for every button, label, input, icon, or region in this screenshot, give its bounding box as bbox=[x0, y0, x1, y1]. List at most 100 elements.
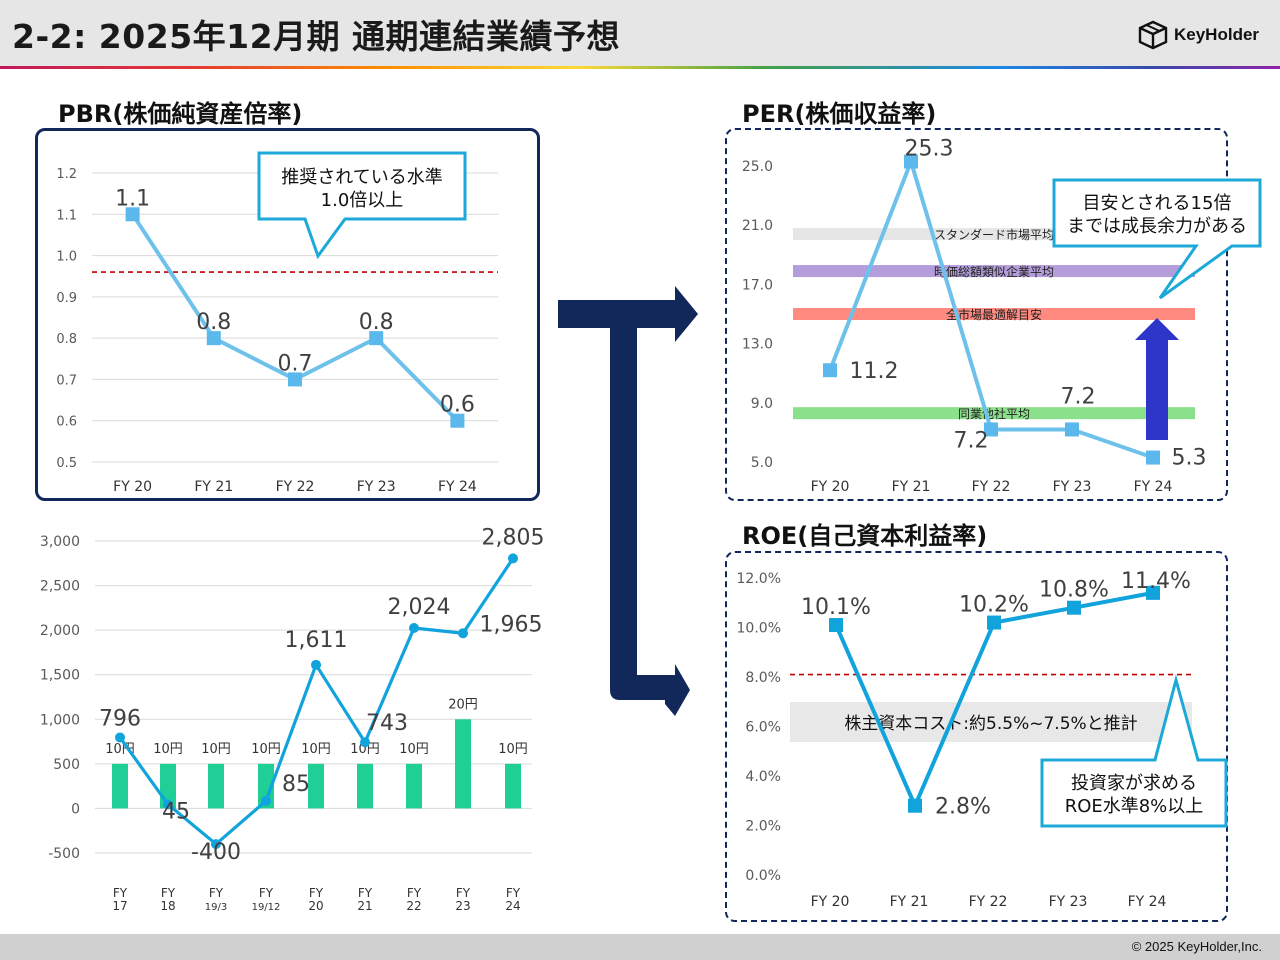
data-point bbox=[829, 618, 843, 633]
roe-callout-box bbox=[1040, 674, 1228, 828]
x-tick-label: FY 22 bbox=[276, 479, 315, 495]
y-tick-label: 3,000 bbox=[40, 534, 80, 550]
x-tick-label: FY 21 bbox=[194, 479, 233, 495]
y-tick-label: 1.1 bbox=[56, 208, 77, 223]
x-tick-label: FY bbox=[259, 886, 274, 900]
dividend-bar bbox=[112, 763, 128, 809]
x-tick-label: FY 24 bbox=[438, 479, 477, 495]
benchmark-label: 同業他社平均 bbox=[958, 406, 1030, 421]
data-label: 5.3 bbox=[1172, 446, 1207, 471]
y-tick-label: 0.0% bbox=[745, 868, 781, 884]
dividend-bar bbox=[505, 763, 521, 809]
x-tick-label: 22 bbox=[406, 899, 421, 913]
eps-label: 85 bbox=[282, 772, 310, 797]
data-label: 10.2% bbox=[959, 593, 1029, 618]
data-point bbox=[1146, 450, 1160, 465]
x-tick-label: 17 bbox=[112, 899, 127, 913]
dividend-bar bbox=[357, 763, 373, 809]
data-label: 10.1% bbox=[801, 595, 871, 620]
y-tick-label: 0.7 bbox=[56, 373, 77, 388]
cost-of-equity-band bbox=[790, 702, 1192, 742]
y-tick-label: 25.0 bbox=[742, 159, 773, 175]
data-point bbox=[987, 615, 1001, 630]
x-tick-label: FY bbox=[309, 886, 324, 900]
x-tick-label: FY bbox=[113, 886, 128, 900]
x-tick-label: FY 23 bbox=[1053, 479, 1092, 495]
dividend-bar bbox=[208, 763, 224, 809]
y-tick-label: 4.0% bbox=[745, 769, 781, 785]
per-callout-line2: までは成長余力がある bbox=[1067, 216, 1247, 237]
eps-point bbox=[115, 732, 125, 743]
y-tick-label: 5.0 bbox=[751, 455, 773, 471]
per-callout-line1: 目安とされる15倍 bbox=[1083, 193, 1232, 214]
data-label: 7.2 bbox=[954, 428, 989, 453]
benchmark-band bbox=[793, 308, 1195, 320]
roe-title: ROE(自己資本利益率) bbox=[742, 522, 988, 550]
roe-callout-line1: 投資家が求める bbox=[1071, 773, 1197, 794]
dividend-label: 10円 bbox=[201, 742, 231, 757]
pbr-callout-line2: 1.0倍以上 bbox=[321, 190, 404, 211]
pbr-title: PBR(株価純資産倍率) bbox=[58, 100, 303, 128]
page-title: 2-2: 2025年12月期 通期連結業績予想 bbox=[12, 17, 621, 56]
per-title: PER(株価収益率) bbox=[742, 100, 937, 128]
eps-label: 1,611 bbox=[285, 628, 348, 653]
data-point bbox=[125, 207, 140, 222]
y-tick-label: 6.0% bbox=[745, 720, 781, 736]
up-arrow-icon bbox=[1135, 318, 1179, 440]
y-tick-label: 21.0 bbox=[742, 218, 773, 234]
x-tick-label: FY 23 bbox=[357, 479, 396, 495]
x-tick-label: FY 21 bbox=[892, 479, 931, 495]
y-tick-label: 500 bbox=[53, 757, 80, 773]
eps-label: 45 bbox=[162, 799, 190, 824]
data-label: 11.4% bbox=[1121, 569, 1191, 594]
data-label: 2.8% bbox=[935, 795, 991, 820]
data-point bbox=[206, 331, 221, 346]
y-tick-label: 8.0% bbox=[745, 670, 781, 686]
data-point bbox=[1146, 585, 1160, 600]
footer-bar: © 2025 KeyHolder,Inc. bbox=[0, 934, 1280, 960]
eps-label: -400 bbox=[191, 840, 241, 865]
x-tick-label: FY 24 bbox=[1134, 479, 1173, 495]
data-label: 25.3 bbox=[905, 137, 954, 162]
y-tick-label: 0.6 bbox=[56, 415, 77, 430]
data-point bbox=[823, 363, 837, 378]
dividend-label: 20円 bbox=[448, 697, 478, 712]
x-tick-label: 21 bbox=[357, 899, 372, 913]
data-point bbox=[908, 798, 922, 813]
pbr-callout-line1: 推奨されている水準 bbox=[281, 167, 442, 188]
per-callout-box bbox=[1052, 178, 1262, 300]
data-point bbox=[984, 422, 998, 437]
dividend-bar bbox=[308, 763, 324, 809]
x-tick-label: FY 20 bbox=[113, 479, 152, 495]
dividend-label: 10円 bbox=[399, 742, 429, 757]
x-tick-label: 18 bbox=[160, 899, 175, 913]
data-label: 11.2 bbox=[850, 359, 899, 384]
y-tick-label: 0 bbox=[71, 801, 80, 817]
header-bar: 2-2: 2025年12月期 通期連結業績予想 KeyHolder bbox=[0, 0, 1280, 66]
x-tick-label: 20 bbox=[308, 899, 323, 913]
x-tick-label: FY bbox=[407, 886, 422, 900]
eps-point bbox=[211, 839, 221, 850]
y-tick-label: 1.0 bbox=[56, 250, 77, 265]
eps-label: 2,024 bbox=[388, 595, 451, 620]
y-tick-label: 2.0% bbox=[745, 819, 781, 835]
dividend-label: 10円 bbox=[153, 742, 183, 757]
y-tick-label: 9.0 bbox=[751, 396, 773, 412]
eps-label: 2,805 bbox=[482, 525, 545, 550]
data-label: 0.6 bbox=[440, 393, 475, 418]
x-tick-label: 23 bbox=[455, 899, 470, 913]
x-tick-label: 19/3 bbox=[205, 902, 227, 913]
y-tick-label: 0.9 bbox=[56, 291, 77, 306]
y-tick-label: 0.8 bbox=[56, 332, 77, 347]
x-tick-label: FY 22 bbox=[969, 894, 1008, 910]
x-tick-label: FY bbox=[358, 886, 373, 900]
data-point bbox=[450, 413, 465, 428]
data-label: 0.8 bbox=[196, 310, 231, 335]
dividend-bar bbox=[455, 719, 471, 809]
logo: KeyHolder bbox=[1138, 20, 1259, 50]
data-label: 0.7 bbox=[278, 351, 313, 376]
x-tick-label: 19/12 bbox=[252, 902, 281, 913]
